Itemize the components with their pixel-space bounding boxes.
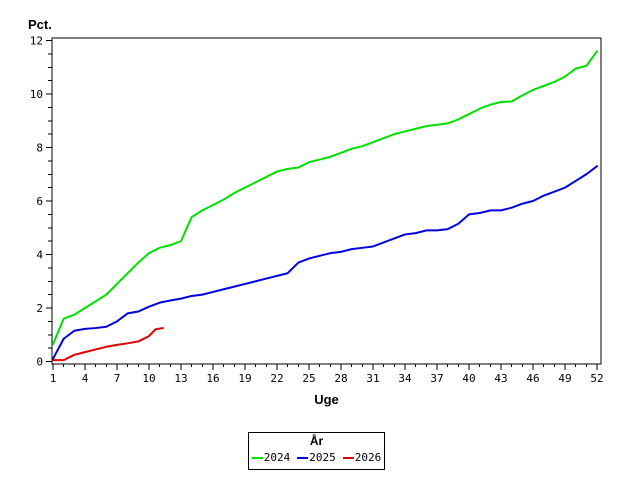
x-tick-label: 10: [142, 372, 155, 385]
x-tick-label: 13: [174, 372, 187, 385]
y-tick-label: 0: [36, 356, 43, 369]
x-tick-label: 19: [238, 372, 251, 385]
x-axis-title: Uge: [314, 392, 339, 407]
series-2026: [52, 327, 164, 362]
legend-item-label: 2024: [263, 451, 291, 464]
legend: År 2024 2025 2026: [248, 432, 385, 470]
legend-swatch-2025: [297, 456, 309, 459]
legend-title: År: [309, 434, 324, 448]
x-tick-label: 43: [494, 372, 507, 385]
y-tick-label: 6: [36, 195, 43, 208]
x-tick-label: 4: [82, 372, 89, 385]
legend-swatch-2024: [251, 456, 263, 459]
y-tick-label: 4: [36, 249, 43, 262]
y-tick-label: 12: [30, 35, 43, 48]
y-tick-label: 10: [30, 88, 43, 101]
legend-item-label: 2026: [354, 451, 382, 464]
x-tick-label: 52: [590, 372, 603, 385]
x-tick-label: 7: [114, 372, 121, 385]
legend-item-2026: 2026: [342, 451, 382, 464]
y-tick-label: 8: [36, 142, 43, 155]
legend-items: 2024 2025 2026: [249, 451, 384, 464]
x-tick-label: 16: [206, 372, 219, 385]
x-axis-title-wrap: Uge: [52, 391, 601, 409]
x-tick-label: 25: [302, 372, 315, 385]
x-tick-label: 34: [398, 372, 412, 385]
y-axis-title: Pct.: [28, 17, 52, 32]
series-2025: [52, 165, 599, 360]
x-tick-label: 22: [270, 372, 283, 385]
x-tick-label: 37: [430, 372, 443, 385]
x-tick-label: 28: [334, 372, 347, 385]
series-2024: [52, 50, 599, 346]
plot-frame: [51, 37, 602, 365]
legend-item-label: 2025: [309, 451, 336, 464]
x-tick-label: 1: [50, 372, 57, 385]
x-tick-label: 40: [462, 372, 475, 385]
x-tick-label: 31: [366, 372, 379, 385]
legend-item-2024: 2024: [251, 451, 291, 464]
x-tick-label: 49: [558, 372, 571, 385]
x-tick-label: 46: [526, 372, 539, 385]
y-tick-label: 2: [36, 302, 43, 315]
legend-swatch-2026: [342, 456, 354, 459]
legend-item-2025: 2025: [297, 451, 336, 464]
